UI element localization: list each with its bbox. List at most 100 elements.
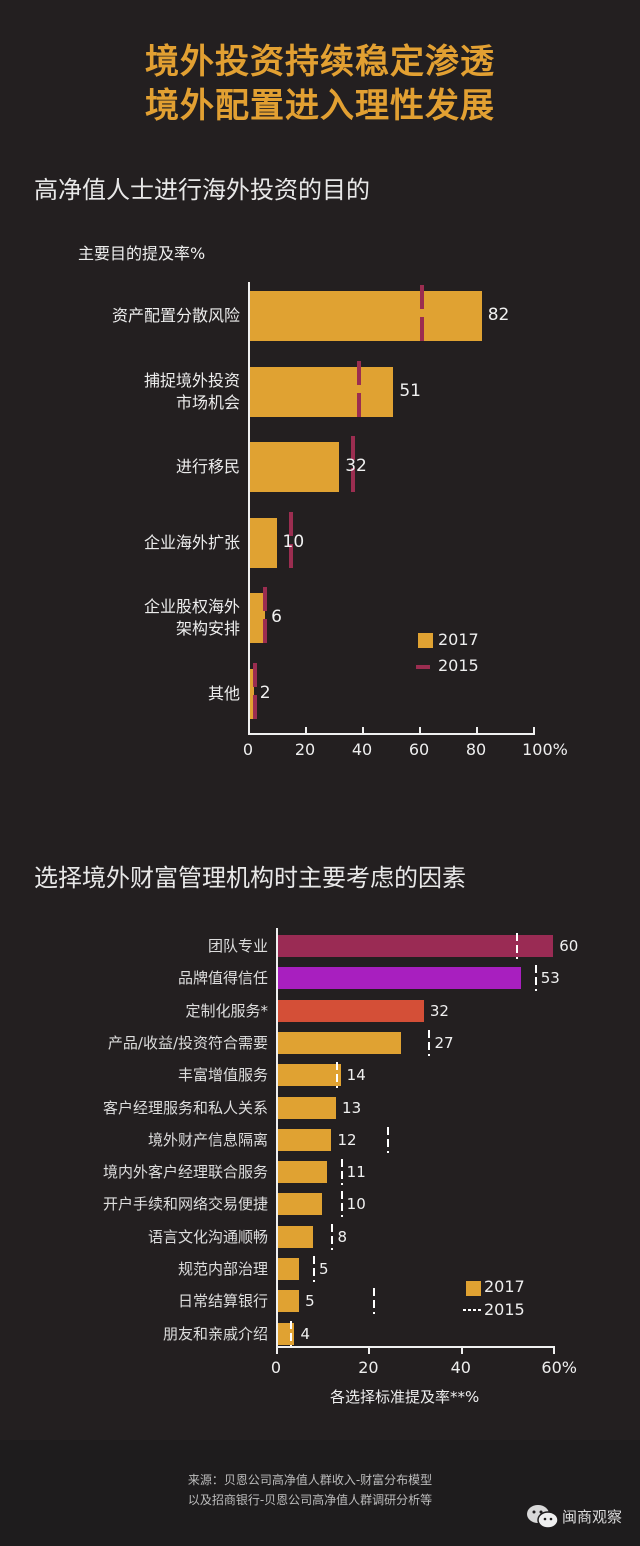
legend-swatch-2015 (463, 1309, 481, 1311)
value-label: 4 (300, 1324, 311, 1343)
bar-2017 (276, 999, 424, 1022)
category-label: 团队专业 (207, 937, 268, 955)
value-label: 6 (271, 607, 282, 627)
legend-label-2017: 2017 (438, 630, 479, 649)
chart2-title: 选择境外财富管理机构时主要考虑的因素 (34, 864, 466, 892)
marker-2015 (351, 436, 356, 498)
marker-2015 (336, 1062, 339, 1089)
category-label: 产品/收益/投资符合需要 (107, 1033, 268, 1052)
x-axis-line (276, 1346, 554, 1348)
marker-2015 (331, 1223, 334, 1250)
x-tick (419, 727, 421, 735)
category-label: 品牌值得信任 (177, 969, 268, 988)
category-label: 语言文化沟通顺畅 (147, 1227, 268, 1246)
legend-label-2017: 2017 (484, 1277, 525, 1296)
chart1-title: 高净值人士进行海外投资的目的 (34, 176, 370, 204)
value-label: 82 (487, 305, 510, 325)
chart2-plot: 团队专业 60 品牌值得信任 53 定制化服务* 32 产品/收益/投资符合需要 27 丰富增值… (102, 928, 579, 1377)
marker-2015 (340, 1159, 343, 1186)
category-label: 朋友和亲戚介绍 (162, 1324, 268, 1343)
value-label: 2 (259, 682, 271, 703)
footer (0, 1440, 640, 1546)
marker-2015 (263, 587, 268, 649)
category-label: 其他 (207, 683, 240, 703)
legend-swatch-2015 (416, 665, 430, 669)
x-tick (276, 1346, 278, 1354)
x-tick-label: 40 (351, 740, 373, 759)
marker-2015 (289, 1320, 292, 1347)
x-tick-label: 20 (358, 1358, 379, 1377)
y-axis-line (248, 282, 250, 735)
x-axis-line (248, 733, 533, 735)
x-tick (476, 727, 478, 735)
bar-2017 (276, 1193, 323, 1216)
x-tick (362, 727, 364, 735)
bar-2017 (276, 1128, 332, 1151)
legend-label-2015: 2015 (438, 656, 479, 675)
value-label: 10 (282, 531, 305, 552)
x-tick-label: 60% (541, 1358, 577, 1377)
x-tick (533, 727, 535, 735)
legend-swatch-2017 (418, 633, 433, 648)
value-label: 60 (559, 937, 579, 955)
brand-name: 闽商观察 (562, 1508, 623, 1526)
value-label: 51 (399, 380, 421, 401)
value-label: 53 (540, 969, 560, 988)
value-label: 5 (318, 1260, 329, 1278)
category-label: 捕捉境外投资 市场机会 (143, 370, 240, 412)
headline-line-1: 境外投资持续稳定渗透 (145, 42, 495, 82)
category-label: 境内外客户经理联合服务 (102, 1163, 268, 1182)
value-label: 10 (346, 1195, 366, 1214)
value-label: 27 (434, 1033, 454, 1052)
bar-2017 (248, 668, 254, 719)
category-label: 企业海外扩张 (143, 532, 240, 552)
bar-2017 (276, 935, 554, 957)
bar-2017 (248, 291, 482, 341)
bar-2017 (248, 593, 266, 643)
legend-label-2015: 2015 (484, 1300, 525, 1319)
x-tick-label: 0 (242, 740, 254, 759)
value-label: 32 (345, 456, 367, 476)
source-line-1: 来源：贝恩公司高净值人群收入-财富分布模型 (187, 1473, 433, 1487)
bar-2017 (276, 1290, 300, 1313)
wechat-icon (526, 1504, 560, 1530)
marker-2015 (373, 1288, 376, 1315)
category-label: 丰富增值服务 (177, 1066, 268, 1085)
bar-2017 (276, 1258, 300, 1280)
bar-2017 (276, 1064, 341, 1087)
marker-2015 (516, 933, 519, 959)
bar-2017 (248, 366, 394, 417)
x-tick-label: 0 (270, 1358, 282, 1377)
marker-2015 (340, 1191, 343, 1218)
marker-2015 (386, 1126, 389, 1153)
chart1-axis-title: 主要目的提及率% (78, 244, 206, 263)
marker-2015 (312, 1256, 315, 1282)
x-tick-label: 40 (450, 1358, 471, 1377)
category-label: 开户手续和网络交易便捷 (102, 1195, 268, 1214)
chart1-plot: 资产配置分散风险 82 捕捉境外投资 市场机会 51 进行移民 32 企业海外扩张 10 企业股权… (112, 282, 568, 759)
bar-2017 (248, 442, 340, 492)
category-label: 企业股权海外 架构安排 (143, 597, 240, 638)
x-tick-label: 60 (408, 740, 430, 759)
x-tick (368, 1346, 371, 1354)
category-label: 境外财产信息隔离 (147, 1130, 268, 1149)
x-tick (248, 727, 250, 735)
bar-2017 (276, 1225, 313, 1248)
marker-2015 (419, 285, 424, 347)
category-label: 进行移民 (175, 457, 240, 476)
headline-line-2: 境外配置进入理性发展 (145, 86, 495, 126)
marker-2015 (534, 965, 537, 992)
value-label: 8 (337, 1227, 347, 1246)
category-label: 日常结算银行 (177, 1292, 268, 1311)
bar-2017 (276, 967, 521, 990)
marker-2015 (288, 511, 293, 574)
bar-2017 (276, 1322, 295, 1345)
value-label: 5 (305, 1292, 315, 1311)
category-label: 定制化服务* (185, 1001, 268, 1020)
marker-2015 (253, 662, 258, 725)
value-label: 14 (346, 1066, 366, 1085)
chart2-xlabel: 各选择标准提及率**% (330, 1388, 480, 1406)
bar-2017 (276, 1161, 327, 1184)
bar-2017 (248, 517, 277, 568)
source-line-2: 以及招商银行-贝恩公司高净值人群调研分析等 (187, 1493, 433, 1507)
